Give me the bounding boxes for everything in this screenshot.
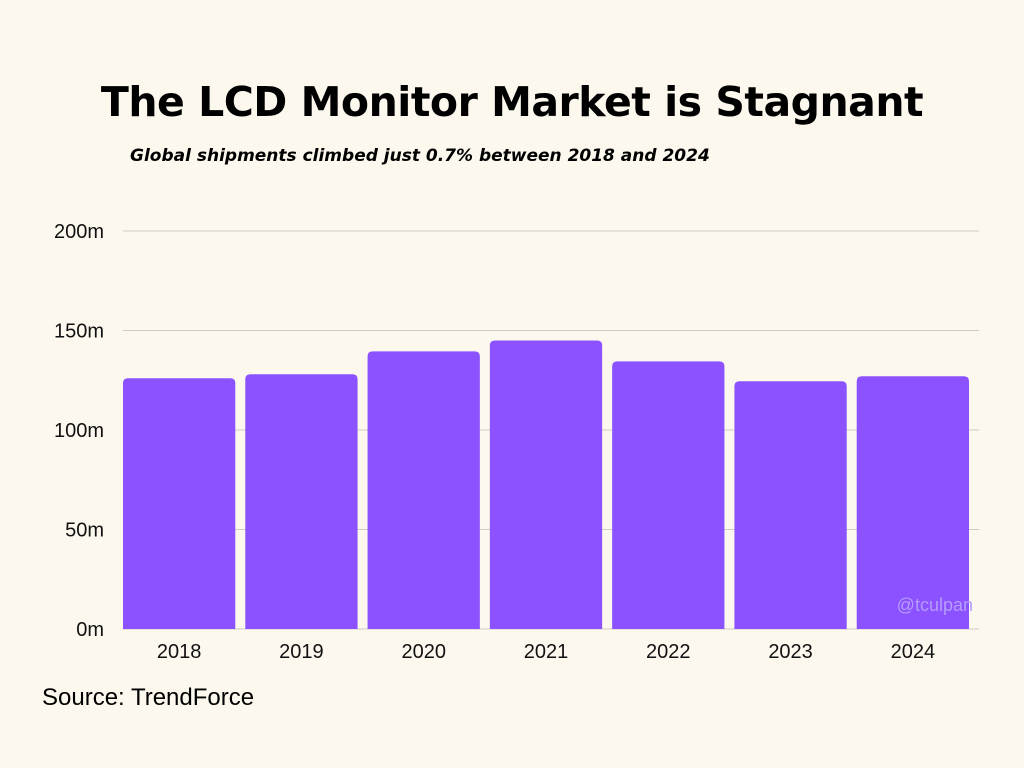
y-axis-ticks: 0m 50m 100m 150m 200m (54, 221, 104, 641)
chart-subtitle: Global shipments climbed just 0.7% betwe… (130, 146, 710, 166)
bar-2020 (367, 351, 480, 629)
y-tick-label: 100m (54, 420, 104, 442)
y-tick-label: 200m (54, 221, 104, 243)
bar-2018 (123, 378, 236, 629)
watermark: @tculpan (897, 595, 973, 615)
bars (123, 340, 969, 629)
chart-title: The LCD Monitor Market is Stagnant (100, 78, 924, 126)
y-tick-label: 0m (76, 619, 104, 641)
x-tick-label: 2023 (768, 641, 813, 663)
bar-2021 (489, 340, 603, 629)
x-tick-label: 2022 (646, 641, 691, 663)
x-tick-label: 2024 (891, 641, 936, 663)
y-tick-label: 50m (65, 520, 104, 542)
x-tick-label: 2019 (279, 641, 324, 663)
bar-2024 (856, 376, 969, 629)
x-axis-ticks: 2018 2019 2020 2021 2022 2023 2024 (157, 641, 935, 663)
x-tick-label: 2018 (157, 641, 202, 663)
y-tick-label: 150m (54, 321, 104, 343)
x-tick-label: 2020 (401, 641, 446, 663)
bar-2022 (612, 361, 725, 629)
source-note: Source: TrendForce (42, 684, 255, 711)
x-tick-label: 2021 (524, 641, 569, 663)
bar-2023 (734, 381, 847, 629)
bar-2019 (245, 374, 358, 629)
